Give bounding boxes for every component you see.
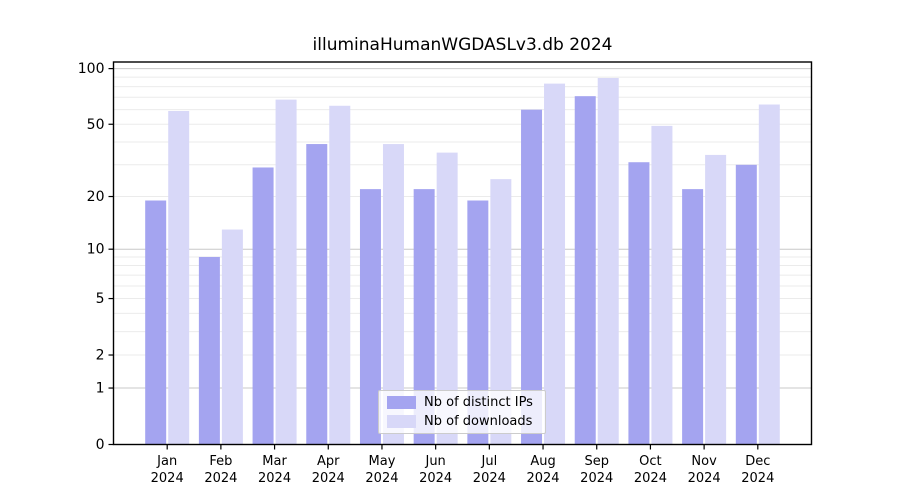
x-tick-label-month: Nov [691, 454, 717, 469]
bar-downloads [436, 152, 458, 445]
x-tick-label-month: Sep [584, 454, 609, 469]
plot-border [112, 61, 813, 446]
legend-swatch-downloads [387, 415, 416, 428]
y-tick-label: 50 [87, 117, 105, 133]
x-tick-label-year: 2024 [526, 471, 559, 486]
bar-distinct-ips [735, 164, 757, 445]
y-tick-label: 100 [78, 61, 105, 77]
bar-downloads [168, 111, 190, 445]
x-tick-label-year: 2024 [634, 471, 667, 486]
bar-downloads [490, 179, 512, 445]
x-tick-label-month: Jan [156, 454, 177, 469]
bar-downloads [544, 83, 566, 445]
x-tick-label-year: 2024 [473, 471, 506, 486]
x-tick-label-year: 2024 [741, 471, 774, 486]
x-tick-label-year: 2024 [204, 471, 237, 486]
bar-downloads [651, 125, 673, 445]
bar-distinct-ips [682, 189, 704, 445]
x-tick-label-year: 2024 [312, 471, 345, 486]
x-tick-label-month: Jun [424, 454, 445, 469]
legend-item-distinct-ips: Nb of distinct IPs [387, 395, 537, 411]
x-tick-label-year: 2024 [419, 471, 452, 486]
x-tick-label-month: Jul [481, 454, 498, 469]
bar-downloads [329, 105, 351, 445]
y-tick-label: 5 [96, 291, 105, 307]
chart-title: illuminaHumanWGDASLv3.db 2024 [312, 35, 613, 55]
bar-downloads [221, 229, 243, 445]
x-tick-label-month: Apr [317, 454, 340, 469]
x-tick-label-year: 2024 [151, 471, 184, 486]
bar-downloads [705, 154, 727, 445]
y-tick-label: 20 [87, 189, 105, 205]
bar-distinct-ips [252, 167, 274, 445]
bar-distinct-ips [413, 189, 435, 445]
y-tick-label: 0 [96, 437, 105, 453]
x-tick-label-month: Dec [745, 454, 770, 469]
bar-distinct-ips [145, 200, 167, 445]
bar-distinct-ips [628, 162, 650, 445]
x-tick-label-year: 2024 [258, 471, 291, 486]
x-tick-label-month: Oct [639, 454, 661, 469]
bar-downloads [597, 77, 619, 445]
bar-distinct-ips [574, 96, 596, 445]
y-tick-label: 10 [87, 242, 105, 258]
bar-distinct-ips [306, 144, 328, 445]
x-tick-label-year: 2024 [365, 471, 398, 486]
bar-downloads [758, 104, 780, 445]
x-tick-label-month: Mar [262, 454, 287, 469]
y-tick-label: 2 [96, 348, 105, 364]
bar-downloads [275, 99, 297, 445]
legend-label-distinct-ips: Nb of distinct IPs [424, 395, 533, 410]
legend-label-downloads: Nb of downloads [424, 414, 533, 429]
bar-distinct-ips [521, 109, 543, 445]
x-tick-label-month: May [369, 454, 396, 469]
bar-distinct-ips [467, 200, 489, 445]
legend: Nb of distinct IPs Nb of downloads [378, 390, 546, 434]
bar-distinct-ips [359, 189, 381, 445]
x-tick-label-month: Aug [530, 454, 555, 469]
x-tick-label-month: Feb [209, 454, 232, 469]
bar-distinct-ips [198, 256, 220, 445]
y-tick-label: 1 [96, 381, 105, 397]
x-tick-label-year: 2024 [688, 471, 721, 486]
legend-swatch-distinct-ips [387, 396, 416, 409]
legend-item-downloads: Nb of downloads [387, 414, 537, 430]
x-tick-label-year: 2024 [580, 471, 613, 486]
bar-downloads [382, 144, 404, 445]
